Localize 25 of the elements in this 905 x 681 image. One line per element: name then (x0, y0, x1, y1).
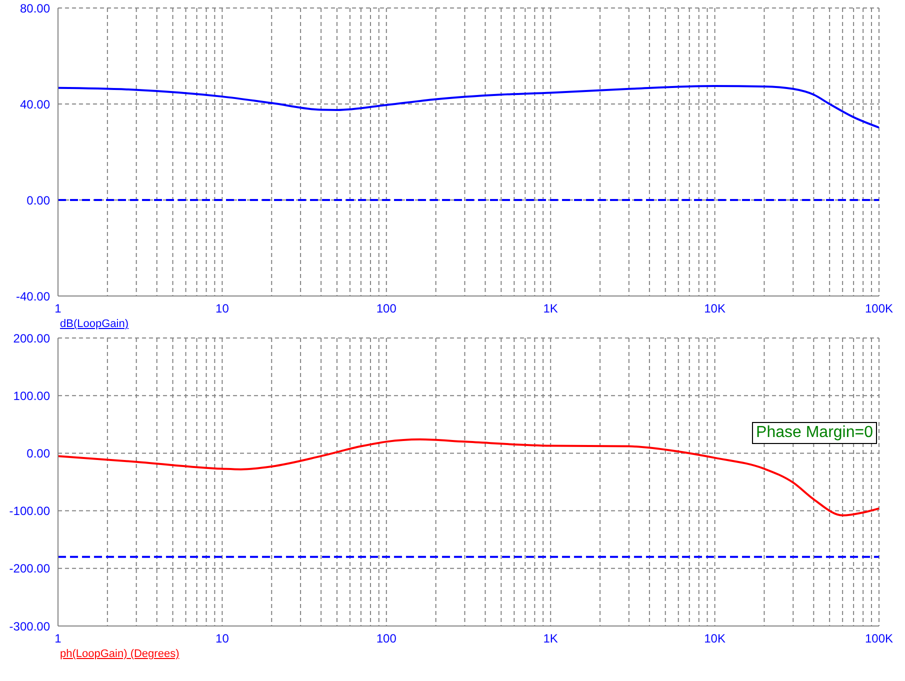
x-tick-label: 1K (543, 302, 558, 316)
x-tick-label: 10K (704, 632, 726, 646)
y-tick-label: -100.00 (9, 504, 50, 518)
x-tick-label: 10K (704, 302, 726, 316)
y-tick-label: -300.00 (9, 619, 50, 634)
x-tick-label: 100 (376, 632, 397, 646)
x-tick-label: 1 (54, 632, 62, 646)
text: ph(LoopGain) (Degrees) (60, 648, 180, 660)
y-tick-label: -200.00 (9, 562, 50, 576)
y-tick-label: 0.00 (26, 193, 50, 208)
annotation: Phase Margin=0 (752, 422, 877, 444)
text: dB(LoopGain) (60, 318, 128, 330)
x-tick-label: 10 (216, 632, 230, 646)
x-tick-label: 100K (864, 632, 894, 646)
x-tick-label: 10 (216, 302, 230, 316)
x-tick-label: 100K (864, 302, 894, 316)
y-tick-label: -40.00 (16, 289, 50, 304)
x-tick-label: 100 (376, 302, 397, 316)
y-tick-label: 200.00 (13, 331, 50, 346)
y-tick-label: 40.00 (20, 97, 50, 112)
y-tick-label: 100.00 (13, 388, 50, 403)
y-tick-label: 0.00 (26, 446, 50, 460)
y-tick-label: 80.00 (20, 1, 50, 16)
x-tick-label: 1K (543, 632, 558, 646)
x-tick-label: 1 (54, 302, 62, 316)
